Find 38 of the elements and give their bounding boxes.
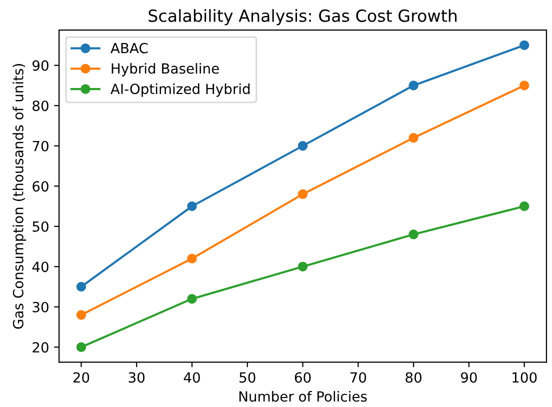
x-tick-label: 90: [460, 372, 477, 383]
point: [408, 132, 418, 143]
x-tick-label: 50: [240, 372, 256, 383]
x-tick-label: 80: [406, 372, 422, 383]
x-tick-label: 40: [184, 372, 200, 383]
y-tick-label: 60: [32, 181, 48, 192]
legend-label: AI-Optimized Hybrid: [110, 83, 250, 97]
point: [298, 140, 308, 151]
y-tick-label: 40: [32, 262, 48, 272]
y-tick-label: 90: [32, 60, 48, 71]
point: [408, 80, 418, 90]
point: [187, 254, 197, 264]
chart-title: Scalability Analysis: Gas Cost Growth: [148, 9, 457, 26]
x-tick-label: 70: [350, 372, 366, 383]
point: [187, 294, 197, 304]
legend-label: Hybrid Baseline: [112, 63, 219, 76]
point: [519, 201, 530, 212]
point: [298, 262, 308, 272]
point: [187, 201, 197, 212]
point: [76, 310, 86, 320]
x-tick-label: 100: [512, 372, 537, 383]
point: [76, 282, 86, 292]
y-tick-label: 30: [32, 302, 48, 312]
y-axis-title: Gas Consumption (thousands of units): [12, 64, 26, 329]
point: [76, 342, 86, 352]
x-tick-label: 20: [73, 372, 90, 383]
y-tick-label: 50: [32, 221, 48, 232]
y-tick-label: 70: [32, 140, 48, 152]
point: [519, 40, 530, 50]
x-tick-label: 60: [294, 372, 311, 383]
point: [519, 80, 530, 90]
point: [408, 230, 418, 240]
point: [298, 189, 308, 200]
x-tick-label: 30: [128, 372, 145, 383]
x-axis-title: Number of Policies: [239, 390, 367, 402]
y-tick-label: 20: [32, 342, 48, 353]
y-tick-label: 80: [32, 100, 48, 112]
legend-label: ABAC: [110, 42, 148, 54]
